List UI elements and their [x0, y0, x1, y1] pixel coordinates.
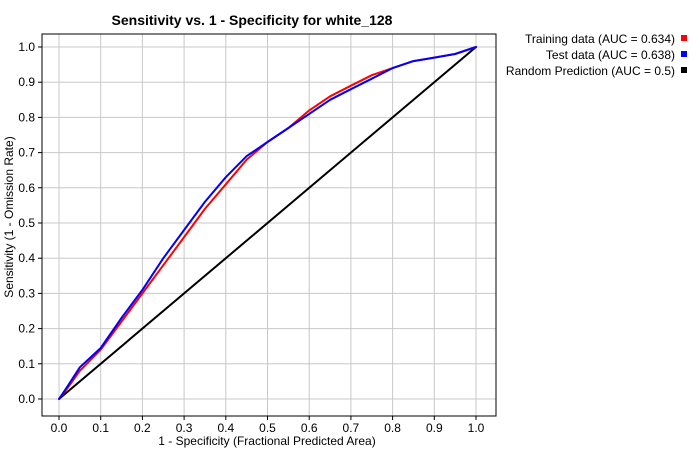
x-tick-label: 0.5	[259, 421, 276, 435]
legend-test-swatch	[681, 51, 687, 57]
x-axis-label: 1 - Specificity (Fractional Predicted Ar…	[158, 434, 375, 448]
test-data-line	[58, 46, 477, 400]
x-tick-label: 0.7	[343, 421, 360, 435]
x-tick-label: 0.2	[134, 421, 151, 435]
legend-test-label: Test data (AUC = 0.638)	[546, 48, 675, 62]
x-tick-label: 0.0	[51, 421, 68, 435]
y-tick-label: 0.9	[18, 75, 35, 89]
series-lines	[58, 46, 477, 400]
y-tick-label: 0.6	[18, 181, 35, 195]
y-tick-label: 0.0	[18, 392, 35, 406]
legend: Training data (AUC = 0.634) Test data (AU…	[506, 32, 687, 78]
y-axis-label: Sensitivity (1 - Omission Rate)	[2, 136, 16, 297]
y-tick-label: 0.5	[18, 216, 35, 230]
grid-lines	[42, 34, 496, 416]
y-tick-label: 0.7	[18, 146, 35, 160]
y-tick-label: 0.8	[18, 110, 35, 124]
legend-training-swatch	[681, 35, 687, 41]
x-tick-label: 0.6	[301, 421, 318, 435]
random-prediction-line	[58, 46, 477, 400]
legend-random-swatch	[681, 67, 687, 73]
x-tick-label: 1.0	[468, 421, 485, 435]
y-tick-label: 0.1	[18, 357, 35, 371]
y-tick-label: 0.3	[18, 286, 35, 300]
x-tick-label: 0.9	[426, 421, 443, 435]
x-tick-label: 0.3	[176, 421, 193, 435]
axis-ticks: 0.0 0.1 0.2 0.3 0.4 0.5 0.6 0.7 0.8 0.9 1.0 0.0 0.1 0…	[18, 40, 484, 435]
y-tick-label: 0.2	[18, 322, 35, 336]
chart-title: Sensitivity vs. 1 - Specificity for whit…	[112, 12, 393, 28]
y-tick-label: 0.4	[18, 251, 35, 265]
legend-random-label: Random Prediction (AUC = 0.5)	[506, 64, 675, 78]
plot-area-frame	[41, 33, 497, 417]
x-tick-label: 0.1	[92, 421, 109, 435]
x-tick-label: 0.4	[217, 421, 234, 435]
legend-training-label: Training data (AUC = 0.634)	[525, 32, 675, 46]
x-tick-label: 0.8	[384, 421, 401, 435]
y-tick-label: 1.0	[18, 40, 35, 54]
